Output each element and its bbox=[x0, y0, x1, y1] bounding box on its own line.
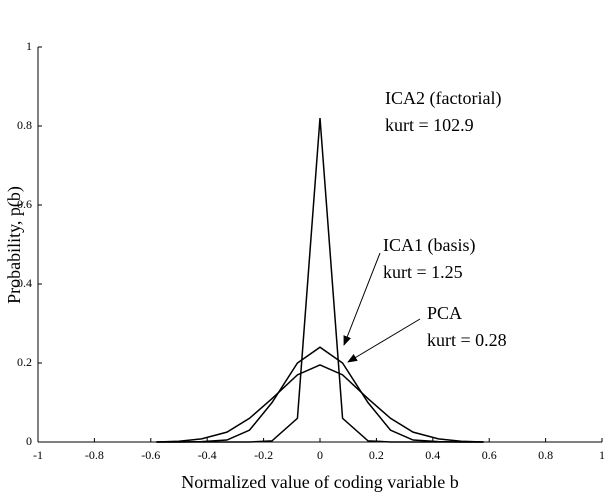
annotation: kurt = 102.9 bbox=[385, 115, 474, 135]
series-label: ICA2 (factorial) bbox=[385, 88, 501, 109]
arrow bbox=[343, 252, 381, 346]
line bbox=[156, 364, 484, 443]
y-axis-label: Probability, p(b) bbox=[4, 186, 25, 304]
x-tick-label: 0 bbox=[317, 448, 323, 462]
x-tick-label: -0.2 bbox=[254, 448, 273, 462]
y-tick-label: 0.4 bbox=[17, 276, 32, 290]
x-tick-label: 0.8 bbox=[538, 448, 553, 462]
x-tick-label: -0.6 bbox=[141, 448, 160, 462]
x-tick-label: -1 bbox=[33, 448, 43, 462]
annotation: kurt = 0.28 bbox=[427, 330, 507, 350]
y-tick-label: 0.6 bbox=[17, 197, 32, 211]
y-tick-label: 0.2 bbox=[17, 355, 32, 369]
line bbox=[156, 118, 484, 443]
line bbox=[156, 346, 484, 443]
x-tick-label: 0.6 bbox=[482, 448, 497, 462]
x-tick-label: 1 bbox=[599, 448, 605, 462]
series-label: ICA1 (basis) bbox=[383, 235, 476, 256]
y-tick-label: 0 bbox=[26, 434, 32, 448]
series-label: PCA bbox=[427, 303, 462, 323]
x-tick-label: -0.8 bbox=[85, 448, 104, 462]
x-tick-label: 0.2 bbox=[369, 448, 384, 462]
annotation: kurt = 1.25 bbox=[383, 262, 463, 282]
x-tick-label: 0.4 bbox=[425, 448, 440, 462]
y-tick-label: 0.8 bbox=[17, 118, 32, 132]
y-tick-label: 1 bbox=[26, 39, 32, 53]
x-tick-label: -0.4 bbox=[198, 448, 217, 462]
arrow bbox=[347, 318, 421, 363]
x-axis-label: Normalized value of coding variable b bbox=[181, 472, 458, 492]
